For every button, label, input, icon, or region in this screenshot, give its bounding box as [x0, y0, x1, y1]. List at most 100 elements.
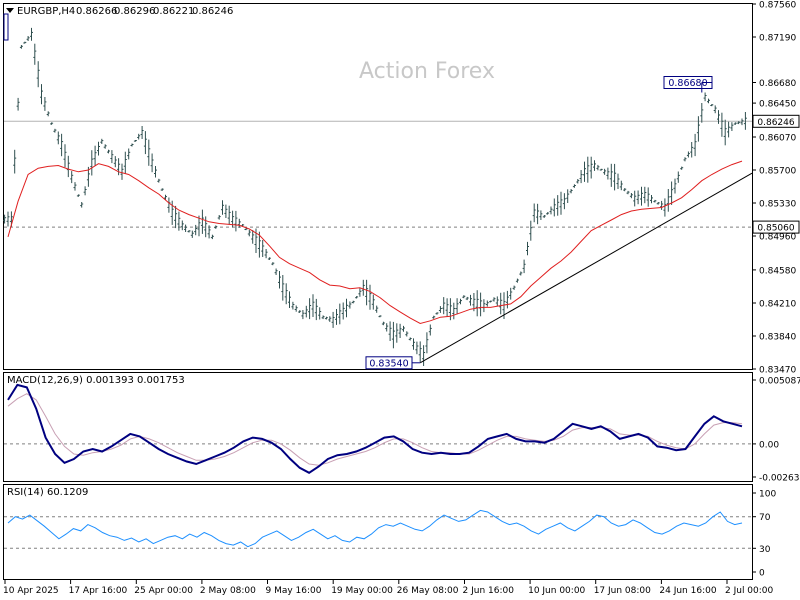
- price-bar: [522, 259, 526, 274]
- price-bar: [495, 296, 499, 307]
- price-bar: [301, 310, 305, 320]
- price-bar: [579, 170, 583, 184]
- price-bar: [670, 181, 674, 205]
- support-trendline[interactable]: [419, 172, 753, 364]
- price-bar: [63, 144, 67, 168]
- price-bar: [160, 188, 164, 191]
- price-bar: [572, 184, 576, 188]
- price-bar: [358, 288, 362, 297]
- price-bar: [422, 345, 426, 366]
- price-bar: [650, 195, 653, 204]
- price-axis-label: 0.87190: [759, 34, 796, 44]
- price-bar: [536, 203, 540, 225]
- price-bar: [274, 268, 278, 275]
- price-bar: [56, 131, 60, 145]
- close-value: 0.86246: [192, 6, 233, 17]
- price-bar: [19, 45, 23, 49]
- macd-panel[interactable]: [3, 372, 753, 482]
- price-bar: [234, 210, 238, 232]
- price-bar: [532, 203, 536, 223]
- price-axis-label: 0.85330: [759, 200, 796, 210]
- price-bar: [23, 41, 27, 44]
- price-bar: [475, 290, 479, 317]
- price-bar: [190, 230, 194, 238]
- price-bar: [646, 187, 650, 207]
- moving-average-line: [7, 160, 743, 325]
- price-bar: [676, 171, 680, 183]
- price-bar: [713, 105, 717, 114]
- price-bar: [425, 332, 429, 354]
- price-bar: [499, 292, 503, 315]
- current-price-badge: 0.86246: [752, 114, 800, 128]
- price-bar: [616, 173, 620, 189]
- price-bar: [33, 43, 37, 65]
- price-axis-label: 0.84960: [759, 233, 796, 243]
- price-bar: [391, 321, 395, 349]
- price-bar: [298, 310, 302, 313]
- price-bar: [110, 150, 114, 164]
- price-bar: [261, 240, 265, 257]
- price-bar: [53, 128, 57, 133]
- price-axis-label: 0.86070: [759, 134, 796, 144]
- price-bar: [43, 97, 47, 111]
- price-bar: [455, 298, 459, 315]
- price-bar: [733, 122, 737, 125]
- time-axis-label: 19 May 00:00: [331, 586, 393, 596]
- price-bar: [321, 315, 325, 320]
- price-bar: [123, 151, 127, 174]
- price-bar: [341, 302, 345, 320]
- price-bar: [492, 297, 496, 302]
- price-bar: [197, 215, 201, 237]
- price-bar: [30, 27, 33, 41]
- price-bar: [680, 166, 684, 170]
- price-axis-label: 0.83470: [759, 366, 796, 376]
- low-label-box: 0.83540: [365, 356, 413, 370]
- price-bar: [46, 111, 50, 117]
- price-bar: [177, 211, 181, 231]
- price-bar: [338, 303, 342, 325]
- price-bar: [244, 228, 248, 231]
- price-bar: [50, 122, 54, 125]
- price-bar: [512, 285, 516, 290]
- price-axis-label: 0.86680: [759, 79, 796, 89]
- price-bar: [73, 182, 77, 191]
- time-axis-label: 17 Jun 08:00: [594, 586, 651, 596]
- price-bar: [194, 224, 198, 236]
- price-bar: [539, 210, 543, 220]
- price-bar: [656, 202, 660, 205]
- price-bar: [542, 215, 546, 218]
- price-bar: [398, 323, 402, 338]
- price-bar: [583, 161, 586, 182]
- price-bar: [100, 138, 104, 144]
- rsi-panel[interactable]: [3, 484, 753, 580]
- price-bar: [696, 116, 700, 142]
- price-bar: [445, 298, 449, 317]
- price-bar: [251, 230, 255, 244]
- price-bar: [459, 298, 462, 305]
- price-bar: [629, 193, 633, 199]
- price-bar: [237, 218, 241, 228]
- price-bar: [40, 84, 43, 105]
- price-bar: [381, 321, 385, 326]
- collapse-triangle-icon[interactable]: [6, 8, 14, 13]
- price-bar: [214, 225, 218, 229]
- price-bar: [505, 290, 509, 309]
- price-bar: [723, 119, 727, 146]
- price-axis-label: 0.87560: [759, 1, 796, 11]
- price-bar: [559, 191, 563, 215]
- price-bar: [469, 294, 472, 306]
- price-bar: [154, 166, 157, 178]
- open-value: 0.86266: [76, 6, 117, 17]
- price-bar: [93, 145, 97, 166]
- price-bar: [164, 194, 167, 200]
- time-axis-label: 10 Apr 2025: [3, 586, 59, 596]
- price-bar: [157, 178, 161, 183]
- price-bar: [700, 103, 704, 123]
- price-bar: [200, 209, 204, 234]
- price-bar: [562, 193, 566, 210]
- price-bar: [727, 121, 731, 138]
- price-bar: [271, 262, 275, 266]
- price-bar: [210, 234, 214, 240]
